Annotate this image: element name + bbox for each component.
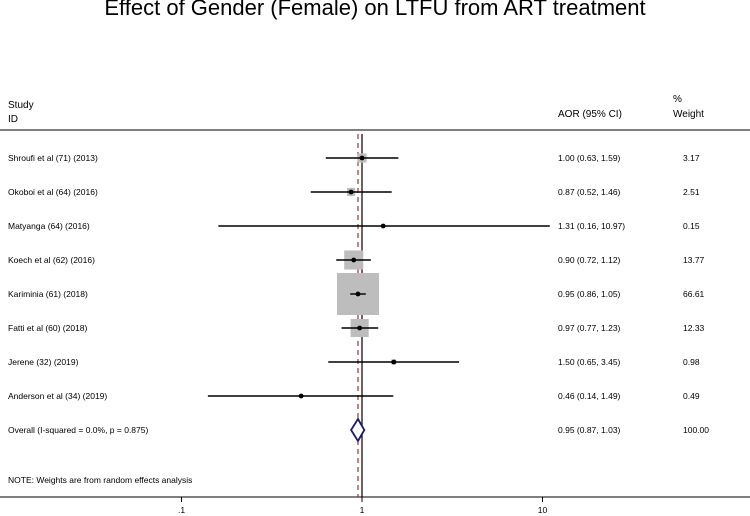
ci-value: 1.00 (0.63, 1.59) — [558, 153, 621, 163]
overall-label: Overall (I-squared = 0.0%, p = 0.875) — [8, 425, 148, 435]
point-estimate — [298, 393, 304, 399]
study-row: Matyanga (64) (2016) 1.31 (0.16, 10.97) 0.… — [8, 221, 700, 231]
study-label: Kariminia (61) (2018) — [8, 289, 88, 299]
note-text: NOTE: Weights are from random effects an… — [8, 475, 192, 485]
weight-value: 3.17 — [683, 153, 700, 163]
chart-title: Effect of Gender (Female) on LTFU from A… — [104, 0, 646, 20]
ci-value: 1.31 (0.16, 10.97) — [558, 221, 625, 231]
point-estimate — [348, 189, 354, 195]
weight-value: 0.15 — [683, 221, 700, 231]
ci-value: 0.95 (0.86, 1.05) — [558, 289, 621, 299]
weight-value: 2.51 — [683, 187, 700, 197]
overall-diamond — [350, 417, 366, 443]
ci-value: 0.90 (0.72, 1.12) — [558, 255, 621, 265]
point-estimate — [359, 155, 365, 161]
x-ticks: .1 1 10 — [178, 497, 548, 515]
point-estimate — [355, 291, 361, 297]
weight-value: 0.98 — [683, 357, 700, 367]
weight-value: 66.61 — [683, 289, 705, 299]
ci-value: 0.46 (0.14, 1.49) — [558, 391, 621, 401]
x-tick-label: 1 — [360, 505, 365, 515]
weight-percent-header: % — [673, 94, 682, 105]
study-label: Shroufi et al (71) (2013) — [8, 153, 98, 163]
ci-value: 0.97 (0.77, 1.23) — [558, 323, 621, 333]
weight-value: 0.49 — [683, 391, 700, 401]
point-estimate — [351, 257, 357, 263]
overall-row: Overall (I-squared = 0.0%, p = 0.875) 0.9… — [8, 417, 709, 443]
x-tick-label: .1 — [178, 505, 185, 515]
point-estimate — [357, 325, 363, 331]
study-label: Fatti et al (60) (2018) — [8, 323, 88, 333]
weight-value: 13.77 — [683, 255, 705, 265]
point-estimate — [391, 359, 397, 365]
study-row: Koech et al (62) (2016) 0.90 (0.72, 1.12)… — [8, 250, 705, 270]
study-row: Kariminia (61) (2018) 0.95 (0.86, 1.05) 66… — [8, 273, 705, 315]
study-row: Okoboi et al (64) (2016) 0.87 (0.52, 1.46… — [8, 187, 700, 197]
study-label: Anderson et al (34) (2019) — [8, 391, 107, 401]
study-label: Koech et al (62) (2016) — [8, 255, 95, 265]
x-tick-label: 10 — [538, 505, 548, 515]
study-rows: Shroufi et al (71) (2013) 1.00 (0.63, 1.5… — [8, 153, 705, 401]
point-estimate — [380, 223, 386, 229]
weight-value: 12.33 — [683, 323, 705, 333]
id-header: ID — [8, 114, 18, 125]
study-row: Shroufi et al (71) (2013) 1.00 (0.63, 1.5… — [8, 153, 700, 163]
overall-ci-value: 0.95 (0.87, 1.03) — [558, 425, 621, 435]
ci-value: 1.50 (0.65, 3.45) — [558, 357, 621, 367]
study-label: Matyanga (64) (2016) — [8, 221, 90, 231]
ci-value: 0.87 (0.52, 1.46) — [558, 187, 621, 197]
study-label: Okoboi et al (64) (2016) — [8, 187, 98, 197]
weight-header: Weight — [673, 109, 704, 120]
study-label: Jerene (32) (2019) — [8, 357, 79, 367]
overall-weight-value: 100.00 — [683, 425, 709, 435]
study-header: Study — [8, 100, 34, 111]
study-row: Anderson et al (34) (2019) 0.46 (0.14, 1.… — [8, 391, 700, 401]
estimate-header: AOR (95% CI) — [558, 109, 622, 120]
study-row: Fatti et al (60) (2018) 0.97 (0.77, 1.23)… — [8, 318, 705, 338]
study-row: Jerene (32) (2019) 1.50 (0.65, 3.45) 0.98 — [8, 357, 700, 367]
